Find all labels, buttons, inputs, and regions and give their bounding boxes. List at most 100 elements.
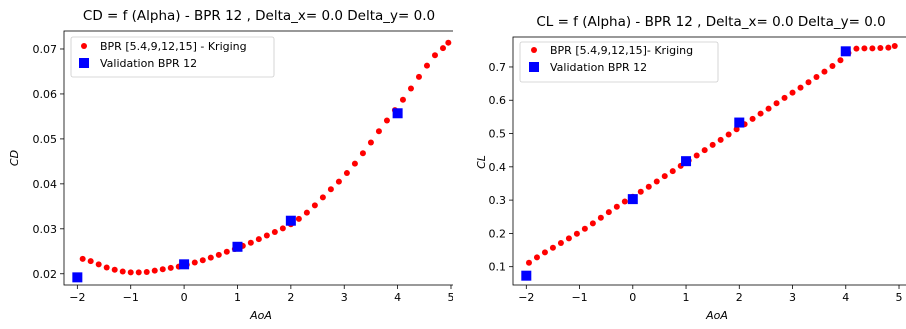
kriging-point (263, 232, 270, 239)
legend-box (70, 36, 275, 78)
kriging-point (135, 269, 142, 276)
x-tick-label: 5 (896, 291, 903, 304)
kriging-point (733, 126, 740, 133)
kriging-point (621, 198, 628, 205)
kriging-point (191, 259, 198, 266)
kriging-point (613, 203, 620, 210)
kriging-point (533, 254, 540, 261)
kriging-point (869, 45, 876, 52)
legend-validation-marker (529, 62, 539, 72)
kriging-point (359, 150, 366, 157)
chart-title: CD = f (Alpha) - BPR 12 , Delta_x= 0.0 D… (83, 8, 435, 24)
kriging-point (885, 44, 892, 51)
kriging-point (557, 240, 564, 247)
y-axis-label: CD (8, 150, 21, 166)
validation-point (840, 46, 851, 57)
kriging-point (821, 68, 828, 75)
chart-title: CL = f (Alpha) - BPR 12 , Delta_x= 0.0 D… (536, 14, 885, 30)
kriging-point (207, 254, 214, 261)
kriging-point (781, 94, 788, 101)
kriging-point (255, 236, 262, 243)
kriging-point (111, 266, 118, 273)
kriging-point (335, 178, 342, 185)
x-tick-label: −2 (69, 291, 85, 304)
x-tick-label: 3 (789, 291, 796, 304)
kriging-point (247, 239, 254, 246)
x-tick-label: 2 (736, 291, 743, 304)
kriging-point (565, 235, 572, 242)
kriging-point (95, 261, 102, 268)
x-axis-ticks: −2 −1 0 1 2 3 4 5 (69, 285, 454, 304)
kriging-point (407, 85, 414, 92)
data-marks (521, 42, 898, 281)
kriging-point (709, 141, 716, 148)
y-tick-label: 0.07 (33, 43, 58, 56)
y-tick-label: 0.1 (489, 261, 507, 274)
y-tick-label: 0.06 (33, 88, 58, 101)
cd-chart: CD = f (Alpha) - BPR 12 , Delta_x= 0.0 D… (8, 8, 460, 322)
kriging-point (103, 264, 110, 271)
kriging-point (351, 160, 358, 167)
kriging-point (765, 105, 772, 112)
kriging-point (757, 110, 764, 117)
legend-box (519, 41, 719, 83)
kriging-point (813, 73, 820, 80)
cl-chart: CL = f (Alpha) - BPR 12 , Delta_x= 0.0 D… (475, 14, 906, 322)
kriging-point (549, 244, 556, 251)
kriging-point (319, 194, 326, 201)
kriging-point (143, 268, 150, 275)
legend-kriging-marker (531, 47, 537, 53)
validation-point (627, 194, 638, 205)
kriging-point (661, 173, 668, 180)
kriging-point (343, 170, 350, 177)
legend-validation-marker (79, 58, 89, 68)
validation-point (521, 270, 532, 281)
legend-validation-label: Validation BPR 12 (100, 57, 197, 70)
kriging-point (829, 62, 836, 69)
x-tick-label: −1 (571, 291, 587, 304)
legend-kriging-marker (81, 43, 87, 49)
x-tick-label: 4 (842, 291, 849, 304)
legend-kriging-label: BPR [5.4,9,12,15]- Kriging (550, 44, 693, 57)
kriging-point (167, 264, 174, 271)
legend: BPR [5.4,9,12,15]- Kriging Validation BP… (519, 41, 719, 83)
plot-frame (512, 36, 906, 286)
x-axis-label: AoA (705, 309, 728, 322)
kriging-point (797, 84, 804, 91)
kriging-point (223, 248, 230, 255)
legend: BPR [5.4,9,12,15] - Kriging Validation B… (70, 36, 275, 78)
validation-point (232, 241, 243, 252)
y-tick-label: 0.02 (33, 268, 58, 281)
kriging-point (637, 188, 644, 195)
validation-point (285, 215, 296, 226)
kriging-point (295, 215, 302, 222)
x-tick-label: 0 (629, 291, 636, 304)
y-tick-label: 0.5 (489, 128, 507, 141)
kriging-point (853, 45, 860, 52)
kriging-point (773, 100, 780, 107)
kriging-point (375, 128, 382, 135)
kriging-point (215, 251, 222, 258)
y-tick-label: 0.2 (489, 227, 507, 240)
kriging-point (79, 255, 86, 262)
kriging-point (541, 249, 548, 256)
validation-point (72, 272, 83, 283)
y-tick-label: 0.3 (489, 194, 507, 207)
y-tick-label: 0.05 (33, 133, 58, 146)
y-tick-label: 0.6 (489, 94, 507, 107)
x-axis-ticks: −2 −1 0 1 2 3 4 5 (518, 285, 903, 304)
validation-point (392, 108, 403, 119)
kriging-point (525, 259, 532, 266)
y-tick-label: 0.03 (33, 223, 58, 236)
kriging-point (327, 186, 334, 193)
kriging-point (199, 257, 206, 264)
x-tick-label: 3 (341, 291, 348, 304)
kriging-point (597, 214, 604, 221)
kriging-point (573, 230, 580, 237)
kriging-point (861, 45, 868, 52)
y-axis-ticks: 0.02 0.03 0.04 0.05 0.06 0.07 (33, 43, 64, 281)
x-tick-label: 4 (394, 291, 401, 304)
kriging-point (749, 115, 756, 122)
kriging-point (717, 136, 724, 143)
kriging-point (399, 96, 406, 103)
